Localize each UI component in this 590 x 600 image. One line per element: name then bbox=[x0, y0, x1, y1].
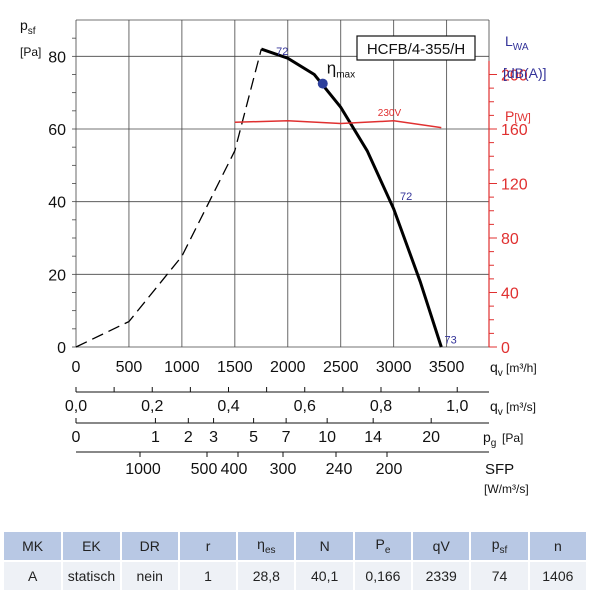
eta-max-label: ηmax bbox=[327, 59, 355, 81]
table-header-cell: ηes bbox=[237, 532, 297, 561]
xaxis4-tick-label: 200 bbox=[376, 461, 403, 478]
power-tick-label: 40 bbox=[501, 286, 519, 303]
table-header-cell: DR bbox=[120, 532, 180, 561]
table-header-cell: qV bbox=[412, 532, 472, 561]
xaxis4-title: SFP bbox=[485, 461, 514, 478]
power-title: P[W] bbox=[505, 108, 531, 124]
eta-max-marker bbox=[317, 78, 328, 89]
xaxis2-title: qv bbox=[490, 398, 503, 418]
power-tick-label: 0 bbox=[501, 340, 510, 357]
xaxis3-tick-label: 1 bbox=[151, 429, 160, 446]
y-axis-unit: [Pa] bbox=[20, 45, 41, 59]
power-curve-230v bbox=[234, 120, 442, 129]
table-header-cell: MK bbox=[4, 532, 64, 561]
table-header-cell: N bbox=[295, 532, 355, 561]
table-header-cell: Pe bbox=[353, 532, 414, 561]
xaxis2-tick-label: 0,8 bbox=[370, 398, 392, 415]
table-cell: statisch bbox=[62, 560, 122, 590]
xaxis3-tick-label: 2 bbox=[184, 429, 193, 446]
power-tick-label: 160 bbox=[501, 122, 528, 139]
xaxis1-tick-label: 0 bbox=[72, 359, 81, 376]
table-cell: 40,1 bbox=[295, 560, 355, 590]
table-header-cell: n bbox=[528, 532, 589, 561]
table-header-cell: psf bbox=[470, 532, 530, 561]
y-tick-label: 20 bbox=[48, 267, 66, 284]
xaxis1-tick-label: 3000 bbox=[376, 359, 412, 376]
xaxis1-title: qv bbox=[490, 359, 503, 379]
power-tick-label: 80 bbox=[501, 231, 519, 248]
table-cell: 1406 bbox=[528, 560, 589, 590]
xaxis4-tick-label: 240 bbox=[326, 461, 353, 478]
xaxis1-tick-label: 1500 bbox=[217, 359, 253, 376]
xaxis3-tick-label: 10 bbox=[318, 429, 336, 446]
power-tick-label: 200 bbox=[501, 68, 528, 85]
y-axis-title: psf bbox=[20, 17, 36, 37]
xaxis3-tick-label: 0 bbox=[72, 429, 81, 446]
table-cell: 74 bbox=[470, 560, 530, 590]
voltage-label: 230V bbox=[378, 108, 402, 119]
table-header-cell: r bbox=[178, 532, 239, 561]
model-label: HCFB/4-355/H bbox=[367, 41, 465, 58]
y-tick-label: 80 bbox=[48, 49, 66, 66]
lwa-title: LWA bbox=[505, 33, 529, 53]
xaxis2-tick-label: 0,2 bbox=[141, 398, 163, 415]
xaxis3-tick-label: 7 bbox=[282, 429, 291, 446]
power-tick-label: 120 bbox=[501, 177, 528, 194]
table-cell: 0,166 bbox=[353, 560, 414, 590]
fan-curve-chart: 020406080psf[Pa]04080120160200LWA[dB(A)]… bbox=[20, 17, 547, 496]
xaxis4-tick-label: 400 bbox=[221, 461, 248, 478]
table-header-row: MK EK DR r ηes N Pe qV psf n bbox=[4, 532, 589, 561]
table-cell: A bbox=[4, 560, 64, 590]
table-cell: 1 bbox=[178, 560, 239, 590]
xaxis1-tick-label: 2500 bbox=[323, 359, 359, 376]
xaxis4-unit: [W/m³/s] bbox=[484, 482, 529, 496]
y-tick-label: 40 bbox=[48, 195, 66, 212]
y-tick-label: 0 bbox=[57, 340, 66, 357]
xaxis3-tick-label: 5 bbox=[249, 429, 258, 446]
xaxis3-tick-label: 14 bbox=[364, 429, 382, 446]
table-header-cell: EK bbox=[62, 532, 122, 561]
xaxis1-tick-label: 500 bbox=[116, 359, 143, 376]
y-tick-label: 60 bbox=[48, 122, 66, 139]
table-cell: 28,8 bbox=[237, 560, 297, 590]
xaxis4-tick-label: 1000 bbox=[125, 461, 161, 478]
xaxis1-unit: [m³/h] bbox=[506, 361, 537, 375]
lwa-label: 72 bbox=[276, 46, 288, 58]
dashed-unstable-curve bbox=[75, 48, 262, 348]
fan-pressure-curve bbox=[260, 47, 443, 348]
xaxis3-title: pg bbox=[483, 429, 496, 449]
table-cell: nein bbox=[120, 560, 180, 590]
xaxis2-tick-label: 1,0 bbox=[446, 398, 468, 415]
xaxis1-tick-label: 1000 bbox=[164, 359, 200, 376]
xaxis3-tick-label: 3 bbox=[209, 429, 218, 446]
xaxis3-unit: [Pa] bbox=[502, 431, 523, 445]
lwa-label: 73 bbox=[445, 335, 457, 347]
xaxis2-tick-label: 0,0 bbox=[65, 398, 87, 415]
xaxis2-tick-label: 0,4 bbox=[217, 398, 239, 415]
xaxis2-unit: [m³/s] bbox=[506, 400, 536, 414]
xaxis1-tick-label: 2000 bbox=[270, 359, 306, 376]
xaxis4-tick-label: 500 bbox=[191, 461, 218, 478]
xaxis4-tick-label: 300 bbox=[270, 461, 297, 478]
model-box bbox=[356, 35, 476, 61]
xaxis1-tick-label: 3500 bbox=[429, 359, 465, 376]
table-cell: 2339 bbox=[412, 560, 472, 590]
xaxis2-tick-label: 0,6 bbox=[294, 398, 316, 415]
lwa-label: 72 bbox=[400, 191, 412, 203]
xaxis3-tick-label: 20 bbox=[422, 429, 440, 446]
lwa-unit: [dB(A)] bbox=[503, 65, 547, 81]
